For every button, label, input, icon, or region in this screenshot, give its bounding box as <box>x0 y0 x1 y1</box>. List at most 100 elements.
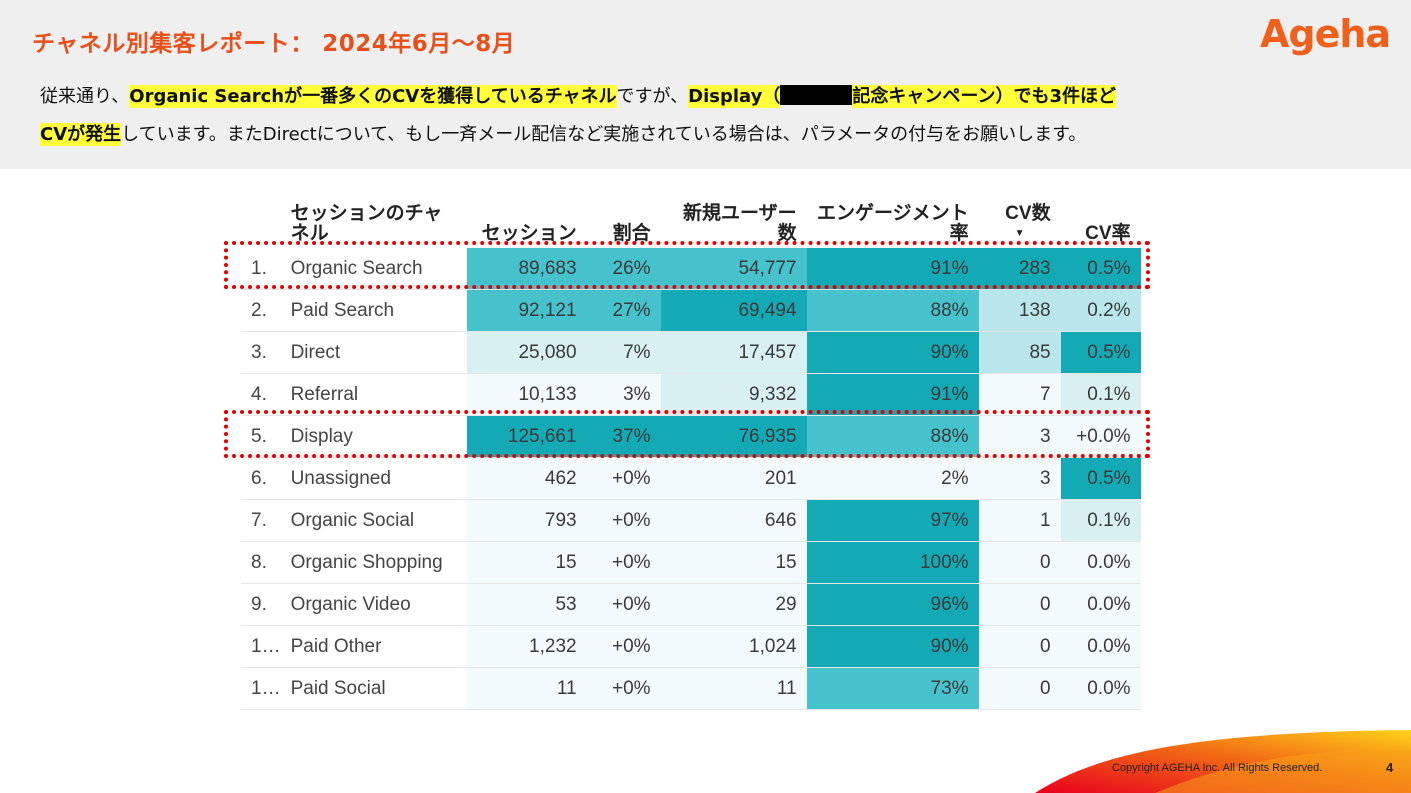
header-channel[interactable]: セッションのチャネル <box>290 203 443 244</box>
cv-rate-cell: 0.5% <box>1060 457 1141 500</box>
new-users-cell: 29 <box>660 583 807 626</box>
redaction-block <box>780 85 853 105</box>
header-band <box>0 0 1411 169</box>
table-row[interactable]: 2. Paid Search 92,121 27% 69,494 88% 138 0.2% <box>241 289 1141 332</box>
copyright-text: Copyright AGEHA Inc. All Rights Reserved… <box>1112 762 1323 774</box>
ratio-cell: +0% <box>586 583 661 626</box>
header-cv-rate[interactable]: CV率 <box>1085 223 1131 244</box>
cv-cell: 7 <box>978 373 1061 416</box>
table-row[interactable]: 1… Paid Other 1,232 +0% 1,024 90% 0 0.0% <box>241 625 1141 668</box>
channel-cell: Organic Search <box>280 248 467 290</box>
intro-text-1b: ですが、 <box>616 86 689 107</box>
intro-line-2: CVが発生しています。またDirectについて、もし一斉メール配信など実施されて… <box>40 116 1380 154</box>
cv-cell: 0 <box>978 583 1061 626</box>
ratio-cell: +0% <box>586 541 661 584</box>
cv-rate-cell: 0.1% <box>1060 373 1141 416</box>
row-index: 8. <box>241 541 281 584</box>
table-row[interactable]: 7. Organic Social 793 +0% 646 97% 1 0.1% <box>241 499 1141 542</box>
intro-text-1a: 従来通り、 <box>40 86 130 107</box>
highlight-display-b: 記念キャンペーン）でも3件ほど <box>852 85 1116 108</box>
highlight-cv: CVが発生 <box>40 123 122 146</box>
new-users-cell: 69,494 <box>660 289 807 332</box>
ratio-cell: +0% <box>586 499 661 542</box>
cv-cell: 85 <box>978 331 1061 374</box>
table-row[interactable]: 6. Unassigned 462 +0% 201 2% 3 0.5% <box>241 457 1141 500</box>
row-index: 3. <box>241 331 281 374</box>
channel-report-table: セッションのチャネル セッション 割合 新規ユーザー数 エンゲージメント率 CV… <box>241 190 1141 710</box>
new-users-cell: 54,777 <box>660 248 807 290</box>
cv-rate-cell: 0.0% <box>1060 541 1141 584</box>
cv-cell: 0 <box>978 667 1061 710</box>
channel-cell: Referral <box>280 373 467 416</box>
row-index: 1… <box>241 667 281 710</box>
cv-rate-cell: 0.5% <box>1060 248 1141 290</box>
engagement-cell: 90% <box>806 331 979 374</box>
channel-cell: Display <box>280 415 467 458</box>
table-row[interactable]: 1. Organic Search 89,683 26% 54,777 91% 283 0.5… <box>241 248 1141 290</box>
sort-desc-icon: ▼ <box>1014 228 1025 239</box>
ratio-cell: 27% <box>586 289 661 332</box>
page-title: チャネル別集客レポート： 2024年6月〜8月 <box>32 31 516 57</box>
sessions-cell: 10,133 <box>466 373 587 416</box>
ratio-cell: +0% <box>586 625 661 668</box>
cv-cell: 0 <box>978 541 1061 584</box>
cv-rate-cell: 0.0% <box>1060 583 1141 626</box>
ratio-cell: 7% <box>586 331 661 374</box>
sessions-cell: 11 <box>466 667 587 710</box>
engagement-cell: 100% <box>806 541 979 584</box>
table-row[interactable]: 4. Referral 10,133 3% 9,332 91% 7 0.1% <box>241 373 1141 416</box>
engagement-cell: 90% <box>806 625 979 668</box>
table-row[interactable]: 9. Organic Video 53 +0% 29 96% 0 0.0% <box>241 583 1141 626</box>
header-cv-label: CV数 <box>1005 203 1051 224</box>
engagement-cell: 96% <box>806 583 979 626</box>
table-row[interactable]: 3. Direct 25,080 7% 17,457 90% 85 0.5% <box>241 331 1141 374</box>
new-users-cell: 9,332 <box>660 373 807 416</box>
engagement-cell: 2% <box>806 457 979 500</box>
table-row[interactable]: 1… Paid Social 11 +0% 11 73% 0 0.0% <box>241 667 1141 710</box>
channel-cell: Organic Social <box>280 499 467 542</box>
engagement-cell: 73% <box>806 667 979 710</box>
cv-cell: 3 <box>978 457 1061 500</box>
header-new-users[interactable]: 新規ユーザー数 <box>682 203 797 244</box>
row-index: 9. <box>241 583 281 626</box>
table-header-row: セッションのチャネル セッション 割合 新規ユーザー数 エンゲージメント率 CV… <box>241 190 1141 248</box>
cv-cell: 283 <box>978 248 1061 290</box>
engagement-cell: 91% <box>806 248 979 290</box>
channel-cell: Paid Other <box>280 625 467 668</box>
table-row[interactable]: 8. Organic Shopping 15 +0% 15 100% 0 0.0% <box>241 541 1141 584</box>
engagement-cell: 88% <box>806 289 979 332</box>
new-users-cell: 11 <box>660 667 807 710</box>
new-users-cell: 15 <box>660 541 807 584</box>
cv-rate-cell: +0.0% <box>1060 415 1141 458</box>
header-ratio[interactable]: 割合 <box>612 223 651 244</box>
cv-rate-cell: 0.2% <box>1060 289 1141 332</box>
engagement-cell: 88% <box>806 415 979 458</box>
row-index: 7. <box>241 499 281 542</box>
channel-cell: Organic Video <box>280 583 467 626</box>
ratio-cell: +0% <box>586 667 661 710</box>
new-users-cell: 17,457 <box>660 331 807 374</box>
channel-cell: Organic Shopping <box>280 541 467 584</box>
intro-text-2b: しています。またDirectについて、もし一斉メール配信など実施されている場合は… <box>121 124 1087 145</box>
table-row[interactable]: 5. Display 125,661 37% 76,935 88% 3 +0.0% <box>241 415 1141 458</box>
table-body: 1. Organic Search 89,683 26% 54,777 91% 283 0.5… <box>241 248 1141 710</box>
ratio-cell: 26% <box>586 248 661 290</box>
ratio-cell: 3% <box>586 373 661 416</box>
header-sessions[interactable]: セッション <box>481 223 577 244</box>
header-cv[interactable]: CV数 ▼ <box>979 190 1061 248</box>
highlight-display-a: Display（ <box>688 85 781 108</box>
cv-rate-cell: 0.0% <box>1060 625 1141 668</box>
page-number: 4 <box>1386 760 1394 775</box>
sessions-cell: 125,661 <box>466 415 587 458</box>
row-index: 2. <box>241 289 281 332</box>
sessions-cell: 25,080 <box>466 331 587 374</box>
ratio-cell: 37% <box>586 415 661 458</box>
sessions-cell: 793 <box>466 499 587 542</box>
row-index: 4. <box>241 373 281 416</box>
sessions-cell: 92,121 <box>466 289 587 332</box>
cv-cell: 1 <box>978 499 1061 542</box>
header-engagement[interactable]: エンゲージメント率 <box>816 203 969 244</box>
ageha-logo: Ageha <box>1260 12 1391 56</box>
channel-cell: Unassigned <box>280 457 467 500</box>
row-index: 5. <box>241 415 281 458</box>
